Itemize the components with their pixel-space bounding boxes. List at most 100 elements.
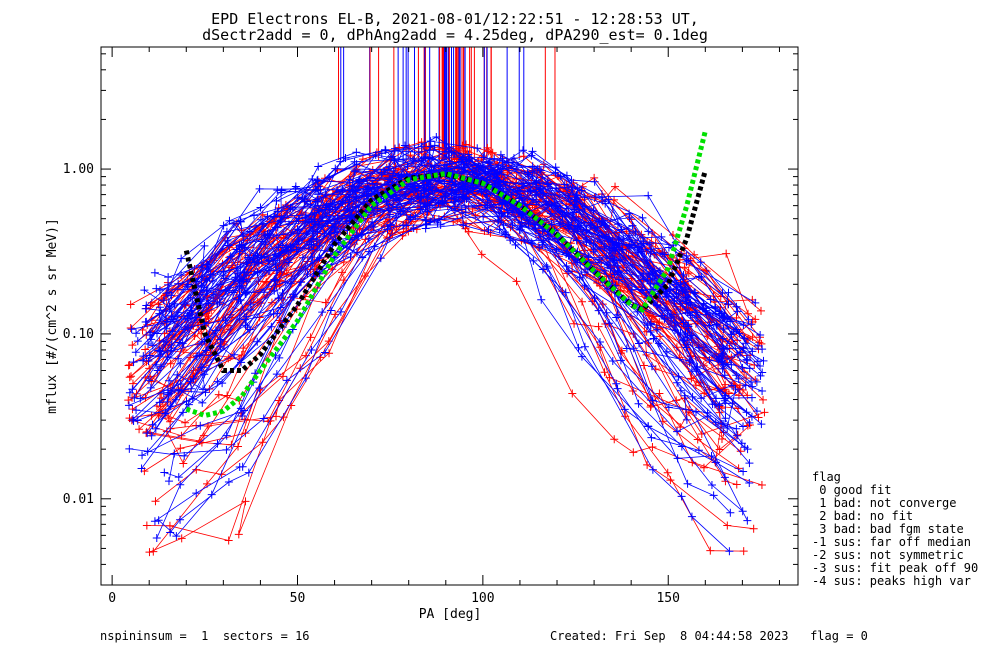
data-point (301, 351, 310, 360)
data-point (213, 377, 222, 386)
data-point (751, 298, 760, 307)
data-point (241, 429, 250, 438)
data-point (490, 180, 499, 189)
data-point (677, 492, 686, 501)
data-point (580, 342, 589, 351)
data-point (577, 219, 586, 228)
data-point (733, 336, 742, 345)
data-point (192, 352, 201, 361)
data-point (758, 368, 767, 377)
data-point (421, 216, 430, 225)
data-point (739, 343, 748, 352)
data-point (590, 294, 599, 303)
data-point (757, 420, 766, 429)
data-point (450, 197, 459, 206)
data-point (544, 180, 553, 189)
data-point (634, 339, 643, 348)
data-point (646, 320, 655, 329)
data-point (178, 339, 187, 348)
data-point (384, 204, 393, 213)
data-point (255, 384, 264, 393)
data-point (180, 325, 189, 334)
data-point (536, 184, 545, 193)
data-point (634, 399, 643, 408)
data-point (727, 330, 736, 339)
data-point (459, 221, 468, 230)
data-point (655, 389, 664, 398)
data-point (699, 463, 708, 472)
data-point (718, 289, 727, 298)
data-point (542, 262, 551, 271)
data-point (138, 451, 147, 460)
data-point (734, 374, 743, 383)
data-point (241, 315, 250, 324)
data-point (186, 353, 195, 362)
data-point (508, 221, 517, 230)
data-point (679, 335, 688, 344)
data-point (155, 398, 164, 407)
data-point (216, 335, 225, 344)
data-point (625, 240, 634, 249)
data-point (187, 384, 196, 393)
data-point (164, 273, 173, 282)
data-point (732, 480, 741, 489)
data-point (719, 350, 728, 359)
data-point (477, 250, 486, 259)
y-tick-label: 0.10 (63, 327, 94, 342)
data-point (142, 317, 151, 326)
data-point (237, 283, 246, 292)
data-point (301, 189, 310, 198)
data-point (483, 198, 492, 207)
data-point (176, 444, 185, 453)
data-point (666, 285, 675, 294)
data-point (411, 212, 420, 221)
data-point (250, 211, 259, 220)
data-point (269, 309, 278, 318)
data-point (152, 284, 161, 293)
data-point (307, 253, 316, 262)
data-point (490, 154, 499, 163)
data-point (325, 205, 334, 214)
data-point (600, 368, 609, 377)
footer-left: nspininsum = 1 sectors = 16 (100, 629, 310, 643)
data-point (414, 148, 423, 157)
data-point (142, 301, 151, 310)
data-point (352, 202, 361, 211)
data-point (336, 157, 345, 166)
data-point (238, 412, 247, 421)
data-point (164, 288, 173, 297)
data-point (601, 221, 610, 230)
data-point (736, 447, 745, 456)
data-point (692, 313, 701, 322)
data-point (512, 277, 521, 286)
data-point (430, 203, 439, 212)
data-point (391, 213, 400, 222)
legend-title: flag (812, 470, 841, 484)
data-point (720, 371, 729, 380)
data-point (145, 351, 154, 360)
data-point (369, 222, 378, 231)
data-point (267, 322, 276, 331)
data-point (165, 521, 174, 530)
data-point (682, 251, 691, 260)
data-point (241, 288, 250, 297)
data-point (563, 183, 572, 192)
data-point (383, 225, 392, 234)
data-point (687, 512, 696, 521)
data-point (733, 307, 742, 316)
data-point (351, 166, 360, 175)
data-point (694, 446, 703, 455)
data-point (726, 508, 735, 517)
data-point (139, 352, 148, 361)
legend-entry: -2 sus: not symmetric (812, 548, 964, 562)
data-point (136, 394, 145, 403)
data-point (450, 206, 459, 215)
data-point (741, 339, 750, 348)
data-point (718, 364, 727, 373)
data-point (722, 249, 731, 258)
data-point (717, 434, 726, 443)
data-point (286, 243, 295, 252)
data-point (750, 360, 759, 369)
data-point (673, 427, 682, 436)
data-point (146, 328, 155, 337)
